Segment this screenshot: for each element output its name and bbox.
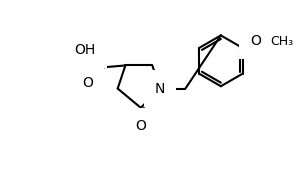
Text: O: O [135, 119, 146, 133]
Text: O: O [250, 34, 261, 48]
Text: OH: OH [75, 43, 96, 57]
Text: O: O [82, 76, 93, 90]
Text: N: N [155, 81, 165, 96]
Text: CH₃: CH₃ [270, 35, 293, 48]
